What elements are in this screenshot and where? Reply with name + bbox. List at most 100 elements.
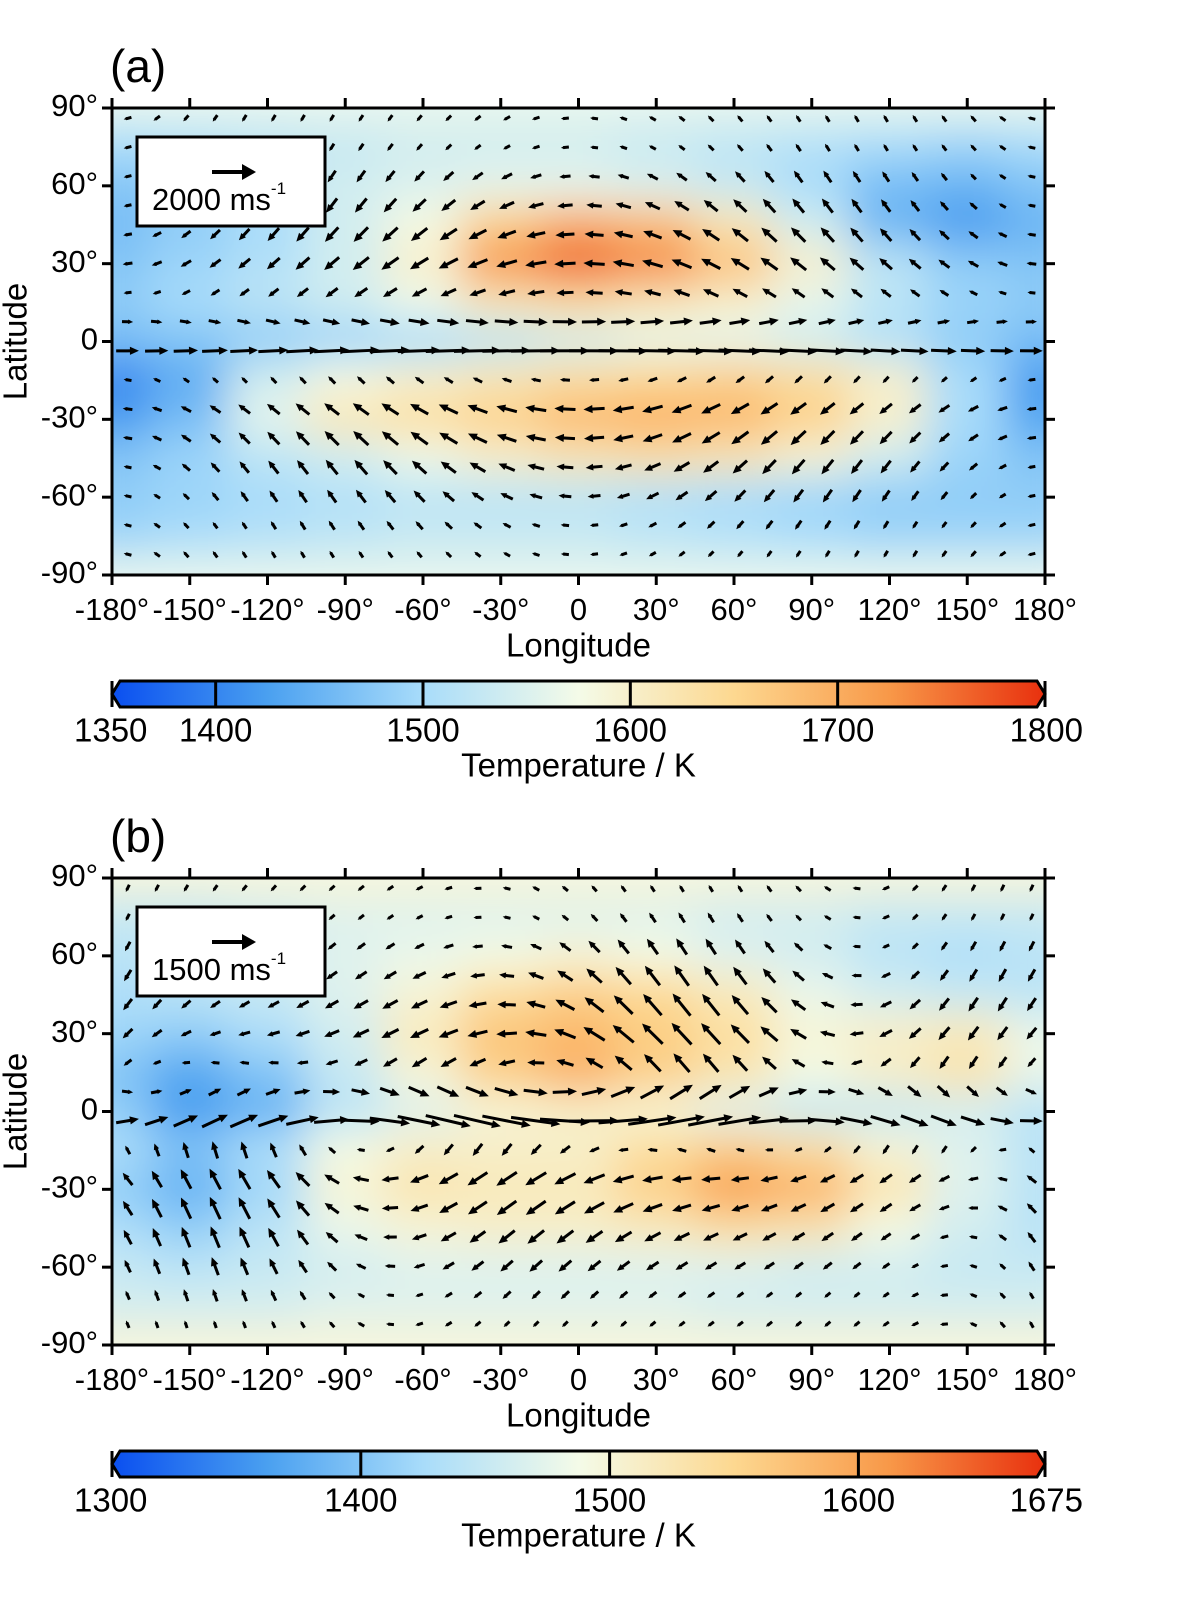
heat-cell xyxy=(1005,476,1045,518)
wind-head xyxy=(790,1205,799,1212)
wind-head xyxy=(969,1264,974,1268)
heat-cell xyxy=(227,359,308,401)
wind-head xyxy=(731,435,741,445)
wind-head xyxy=(470,972,478,979)
heat-cell xyxy=(849,515,930,557)
wind-head xyxy=(998,145,1003,149)
wind-head xyxy=(538,1088,548,1097)
heat-cell xyxy=(927,896,1008,938)
wind-head xyxy=(736,144,741,149)
heat-cell xyxy=(305,282,386,324)
heat-cell xyxy=(538,398,619,440)
wind-head xyxy=(419,1089,430,1097)
wind-head xyxy=(740,1085,751,1094)
wind-head xyxy=(471,492,479,499)
heat-cell xyxy=(927,243,1008,285)
wind-head xyxy=(762,1056,771,1065)
heat-cell xyxy=(927,165,1008,207)
wind-head xyxy=(467,404,478,413)
wind-head xyxy=(324,403,334,412)
wind-head xyxy=(415,887,420,891)
heat-cell xyxy=(305,1285,386,1327)
wind-head xyxy=(298,1259,305,1268)
y-tick-label: -30° xyxy=(41,400,98,435)
wind-head xyxy=(210,1060,215,1065)
wind-head xyxy=(502,915,507,919)
wind-head xyxy=(1029,917,1033,922)
wind-head xyxy=(819,406,829,415)
wind-head xyxy=(554,259,564,268)
wind-shaft xyxy=(482,1114,526,1127)
wind-head xyxy=(215,319,222,325)
x-tick-label: -150° xyxy=(153,1362,227,1397)
wind-head xyxy=(356,1148,361,1152)
wind-head xyxy=(969,974,976,982)
wind-head xyxy=(850,1060,857,1066)
heat-cell xyxy=(1005,437,1045,479)
heat-cell xyxy=(112,359,152,401)
wind-head xyxy=(712,317,722,326)
wind-head xyxy=(1027,1231,1034,1239)
wind-head xyxy=(129,346,139,355)
wind-head xyxy=(381,1175,390,1183)
wind-head xyxy=(152,1198,160,1209)
wind-head xyxy=(238,1197,247,1208)
wind-head xyxy=(706,1147,711,1152)
wind-head xyxy=(241,1289,247,1296)
heat-cell xyxy=(460,1324,541,1345)
wind-head xyxy=(882,171,888,178)
wind-head xyxy=(584,230,594,239)
wind-shaft xyxy=(229,1115,254,1129)
wind-head xyxy=(819,1030,828,1037)
wind-head xyxy=(501,174,508,180)
heat-cell xyxy=(771,878,852,899)
y-tick-label: 90° xyxy=(51,88,98,123)
heat-cell xyxy=(771,1207,852,1249)
wind-head xyxy=(820,1205,829,1213)
heat-cell xyxy=(460,282,541,324)
wind-head xyxy=(555,230,565,239)
wind-head xyxy=(880,288,887,295)
wind-head xyxy=(671,1022,681,1033)
wind-head xyxy=(328,1321,333,1326)
heat-cell xyxy=(112,1052,152,1094)
wind-head xyxy=(213,1320,217,1325)
wind-head xyxy=(704,1264,712,1270)
wind-head xyxy=(382,1001,391,1009)
heat-cell xyxy=(460,1285,541,1327)
wind-head xyxy=(469,1059,479,1067)
wind-head xyxy=(880,465,888,474)
wind-head xyxy=(821,973,828,978)
wind-head xyxy=(439,231,450,241)
wind-head xyxy=(239,1226,247,1237)
wind-head xyxy=(795,914,800,919)
wind-head xyxy=(619,913,625,919)
wind-head xyxy=(502,523,508,527)
wind-head xyxy=(383,203,393,213)
heat-cell xyxy=(1005,974,1045,1016)
wind-head xyxy=(188,1115,199,1123)
wind-head xyxy=(238,233,246,241)
wind-head xyxy=(675,1264,683,1270)
wind-head xyxy=(736,1323,741,1327)
wind-head xyxy=(299,1290,304,1296)
wind-head xyxy=(324,261,334,271)
heat-cell xyxy=(305,1168,386,1210)
wind-head xyxy=(327,489,334,498)
wind-head xyxy=(824,524,829,530)
heat-cell xyxy=(460,165,541,207)
wind-head xyxy=(527,1234,537,1244)
wind-head xyxy=(912,553,916,558)
wind-head xyxy=(415,521,421,527)
wind-head xyxy=(188,346,199,355)
heat-cell xyxy=(112,398,152,440)
wind-head xyxy=(127,1089,134,1095)
x-tick-label: -120° xyxy=(230,1362,304,1397)
wind-head xyxy=(438,1030,449,1038)
wind-head xyxy=(795,524,800,530)
wind-head xyxy=(467,1030,478,1038)
wind-head xyxy=(181,463,187,469)
wind-head xyxy=(400,1118,411,1127)
wind-head xyxy=(469,289,478,297)
wind-head xyxy=(383,1234,390,1240)
